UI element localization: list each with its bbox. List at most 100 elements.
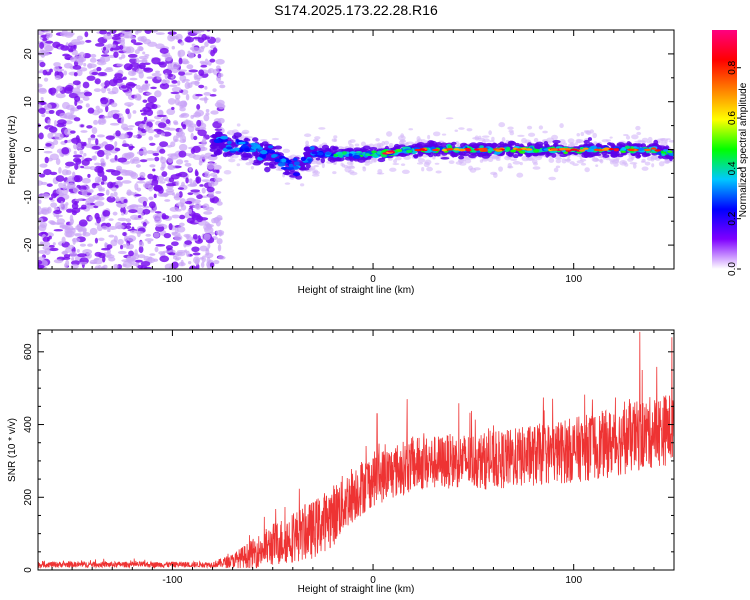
noise-blob (184, 240, 193, 245)
noise-blob (191, 246, 200, 253)
noise-blob (138, 55, 149, 60)
noise-blob (68, 47, 74, 53)
noise-blob (40, 49, 48, 55)
ridge-core (250, 142, 259, 147)
noise-blob (64, 139, 68, 144)
haze-blob (508, 129, 514, 133)
noise-blob (165, 190, 175, 196)
noise-blob (192, 36, 202, 40)
ridge-core (220, 135, 229, 140)
noise-blob (115, 130, 121, 137)
noise-blob (142, 51, 146, 55)
noise-blob (177, 187, 184, 190)
noise-blob (58, 167, 62, 174)
noise-blob (160, 156, 167, 164)
haze-blob (650, 154, 659, 160)
ridge-peak (643, 148, 652, 152)
ridge-core (243, 147, 251, 152)
ridge-core (280, 166, 289, 170)
noise-blob (170, 153, 179, 160)
ridge-blob (551, 153, 557, 158)
ridge-core (267, 149, 276, 154)
noise-blob (154, 156, 160, 162)
noise-blob (111, 36, 121, 41)
ridge-peak (603, 147, 610, 150)
colorbar-tick-label: 0.4 (727, 161, 738, 175)
ridge-peak (650, 147, 657, 150)
noise-blob (203, 223, 213, 231)
noise-blob (80, 124, 84, 128)
ridge-core (586, 148, 594, 153)
noise-blob (125, 108, 130, 115)
noise-blob (72, 65, 82, 70)
noise-blob (42, 30, 51, 33)
noise-blob (175, 33, 183, 41)
ridge-core (286, 166, 294, 170)
ridge-blob (246, 152, 252, 158)
ridge-core (271, 153, 278, 158)
ridge-core (371, 150, 378, 154)
noise-blob (120, 34, 124, 37)
noise-blob (213, 164, 222, 171)
haze-blob (637, 139, 642, 143)
haze-blob (555, 165, 561, 169)
noise-blob (143, 266, 152, 269)
noise-blob (49, 68, 53, 73)
ridge-core (280, 158, 287, 163)
y-tick-label: -10 (23, 190, 34, 205)
noise-blob (53, 62, 61, 67)
noise-blob (126, 222, 132, 226)
noise-blob (72, 187, 80, 194)
noise-blob (73, 157, 81, 163)
noise-blob (83, 152, 87, 157)
noise-blob (164, 54, 173, 62)
noise-blob (194, 80, 200, 87)
colorbar-tick-label: 0.6 (727, 111, 738, 125)
noise-blob (127, 131, 133, 136)
haze-blob (271, 137, 280, 141)
ridge-peak (441, 148, 448, 152)
y-tick-label: 20 (23, 48, 34, 60)
noise-blob (47, 132, 54, 139)
ridge-blob (233, 151, 243, 155)
noise-blob (91, 71, 99, 76)
haze-blob (282, 148, 291, 154)
ridge-blob (210, 154, 218, 157)
noise-blob (165, 119, 171, 125)
noise-blob (216, 169, 220, 174)
noise-blob (122, 263, 127, 267)
haze-blob (441, 133, 447, 136)
noise-blob (188, 166, 192, 172)
noise-blob (86, 125, 93, 129)
ridge-blob (362, 145, 371, 151)
haze-blob (553, 167, 559, 173)
noise-blob (180, 181, 185, 187)
haze-blob (580, 162, 587, 166)
noise-blob (93, 119, 99, 125)
noise-blob (40, 181, 48, 186)
ridge-blob (241, 156, 249, 161)
noise-blob (48, 197, 54, 201)
noise-blob (135, 84, 142, 90)
noise-blob (190, 132, 194, 141)
noise-blob (154, 211, 162, 214)
noise-blob (101, 225, 108, 230)
haze-blob (548, 157, 555, 163)
noise-blob (126, 235, 137, 242)
noise-blob (157, 122, 167, 129)
haze-blob (534, 155, 543, 161)
noise-blob (111, 186, 117, 192)
noise-blob (168, 223, 173, 231)
noise-blob (152, 152, 160, 156)
haze-blob (458, 158, 465, 164)
haze-blob (248, 159, 254, 164)
noise-blob (93, 88, 102, 93)
noise-blob (183, 72, 193, 76)
ridge-blob (587, 137, 593, 141)
noise-blob (180, 113, 187, 116)
y-tick-label: -20 (23, 237, 34, 252)
ridge-blob (458, 151, 463, 156)
haze-blob (651, 163, 655, 168)
noise-blob (49, 153, 59, 161)
snr-x-ticks: -100 0 100 (51, 330, 675, 586)
